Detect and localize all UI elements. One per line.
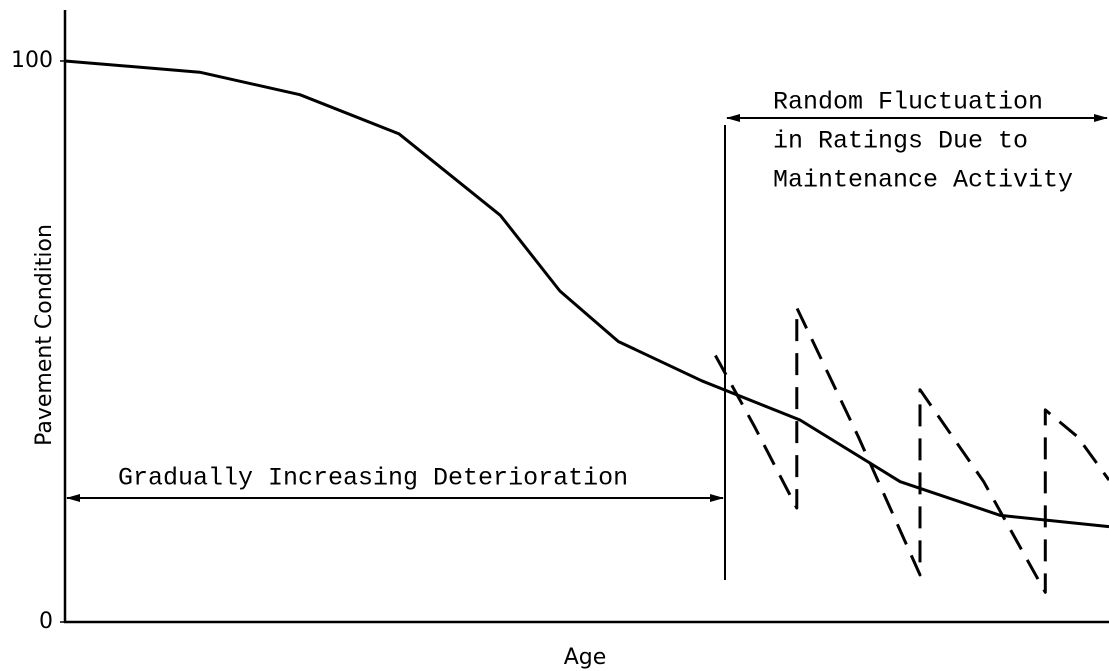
annotation: in Ratings Due to — [773, 127, 1028, 156]
y-tick-label: 100 — [11, 48, 53, 73]
y-axis-label: Pavement Condition — [32, 224, 57, 446]
annotation: Gradually Increasing Deterioration — [118, 464, 628, 493]
annotation: Maintenance Activity — [773, 166, 1073, 195]
x-axis-label: Age — [564, 645, 607, 670]
y-tick-label: 0 — [39, 609, 53, 634]
series-line — [714, 306, 1109, 594]
annotation: Random Fluctuation — [773, 88, 1043, 117]
series-line — [64, 59, 1109, 529]
